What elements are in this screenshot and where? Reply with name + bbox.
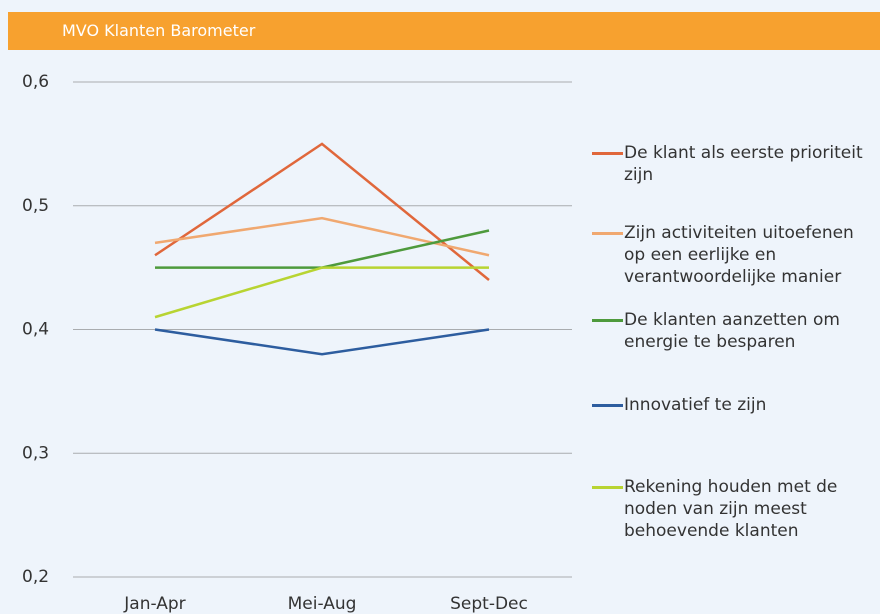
legend-swatch <box>592 319 623 322</box>
chart-title: MVO Klanten Barometer <box>62 21 256 40</box>
legend-label: De klanten aanzetten om energie te bespa… <box>624 310 840 352</box>
legend-label: De klant als eerste prioriteit zijn <box>624 143 863 185</box>
series-line <box>154 266 489 319</box>
legend-swatch <box>592 486 623 489</box>
legend-item: Innovatief te zijn <box>592 394 877 416</box>
y-tick-label: 0,4 <box>22 320 49 340</box>
legend-item: De klanten aanzetten om energie te bespa… <box>592 309 877 353</box>
legend-item: Zijn activiteiten uitoefenen op een eerl… <box>592 222 877 288</box>
x-tick-label: Mei-Aug <box>288 594 357 614</box>
series-line <box>154 216 490 257</box>
legend-label: Zijn activiteiten uitoefenen op een eerl… <box>624 223 854 287</box>
legend-label: Innovatief te zijn <box>624 395 767 415</box>
y-tick-label: 0,3 <box>22 443 49 463</box>
y-tick-label: 0,5 <box>22 196 49 216</box>
y-tick-label: 0,2 <box>22 567 49 587</box>
legend-item: De klant als eerste prioriteit zijn <box>592 142 877 186</box>
legend-label: Rekening houden met de noden van zijn me… <box>624 477 838 541</box>
legend-swatch <box>592 404 623 407</box>
series-line <box>154 142 490 281</box>
legend-item: Rekening houden met de noden van zijn me… <box>592 476 877 542</box>
series-line <box>154 328 490 356</box>
legend-swatch <box>592 152 623 155</box>
y-tick-label: 0,6 <box>22 72 49 92</box>
header-bar: MVO Klanten Barometer <box>8 12 880 50</box>
legend-swatch <box>592 232 623 235</box>
x-tick-label: Sept-Dec <box>450 594 528 614</box>
x-tick-label: Jan-Apr <box>123 594 185 614</box>
